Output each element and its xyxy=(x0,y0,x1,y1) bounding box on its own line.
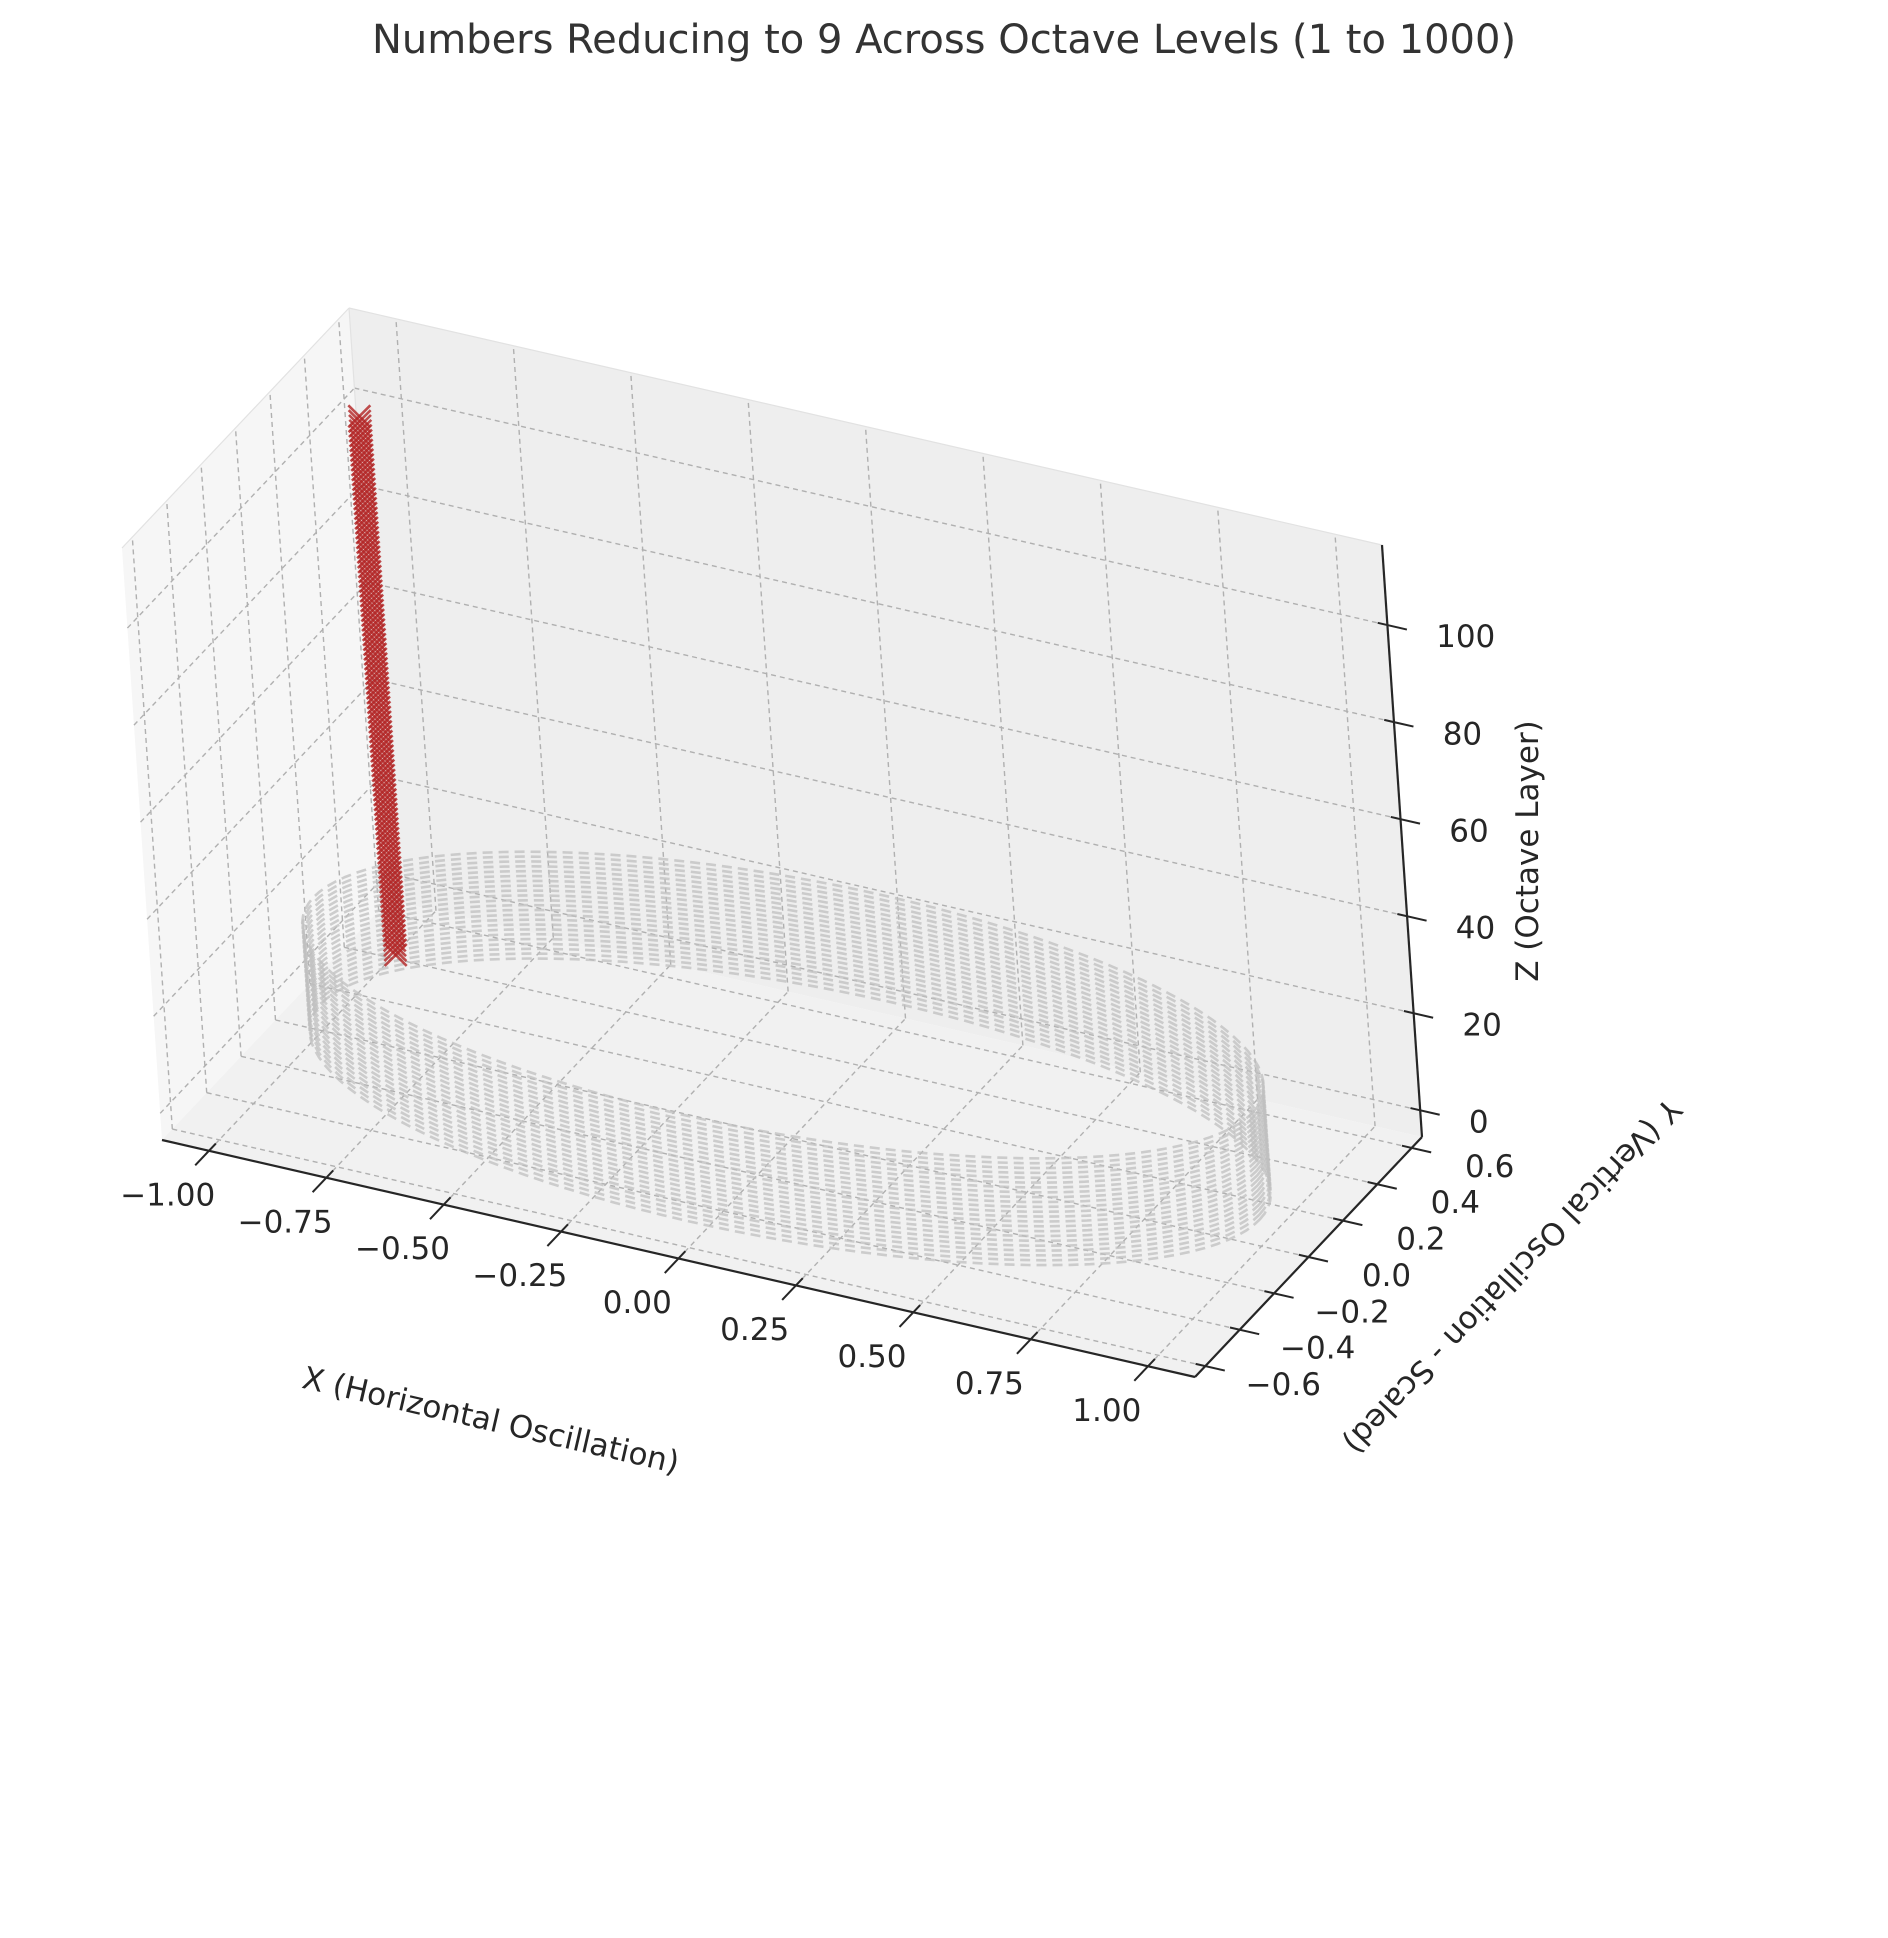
marker-column xyxy=(347,404,408,967)
pane-edge xyxy=(348,307,1383,546)
x-tick-label: −0.50 xyxy=(355,1231,450,1267)
x-tick-label: −0.25 xyxy=(472,1258,567,1294)
grid-line-z-side xyxy=(153,775,382,1017)
z-tick-tick xyxy=(1377,621,1408,631)
z-tick-tick xyxy=(1410,1107,1440,1116)
x-tick-tick xyxy=(1133,1358,1156,1382)
x-tick-tick xyxy=(194,1142,217,1166)
x-tick-label: 0.00 xyxy=(603,1285,672,1321)
grid-line-y-floor xyxy=(378,910,1412,1149)
grid-line-z-back xyxy=(373,678,1408,917)
z-axis-line xyxy=(1380,544,1424,1138)
y-tick-label: 0.0 xyxy=(1362,1258,1411,1294)
marker-x xyxy=(347,409,372,434)
x-tick-label: 0.50 xyxy=(837,1339,906,1375)
x-tick-label: −0.75 xyxy=(238,1204,333,1240)
marker-x xyxy=(348,414,372,438)
pane-edge xyxy=(121,307,350,549)
grid-line-z-back xyxy=(380,775,1414,1014)
y-tick-label: −0.6 xyxy=(1246,1367,1321,1403)
y-tick-label: −0.4 xyxy=(1280,1331,1355,1367)
grid-line-z-back xyxy=(360,484,1395,723)
y-tick-tick xyxy=(1401,1144,1432,1154)
x-tick-label: 0.75 xyxy=(955,1366,1024,1402)
z-tick-label: 100 xyxy=(1436,619,1495,655)
z-tick-label: 20 xyxy=(1462,1007,1501,1043)
grid-line-z-back xyxy=(354,387,1388,626)
y-tick-label: 0.2 xyxy=(1396,1222,1445,1258)
x-axis-label: X (Horizontal Oscillation) xyxy=(299,1360,683,1481)
grid-line-y-floor xyxy=(206,1092,1240,1331)
y-tick-tick xyxy=(1332,1217,1363,1227)
grid-line-y-floor xyxy=(309,982,1344,1222)
grid-line-x-floor xyxy=(677,1018,907,1259)
z-tick-tick xyxy=(1403,1010,1434,1019)
grid-line-y-floor xyxy=(172,1128,1206,1367)
z-tick-label: 60 xyxy=(1449,813,1488,849)
z-tick-label: 80 xyxy=(1443,716,1482,752)
grid-line-z-side xyxy=(146,678,375,920)
x-tick-tick xyxy=(546,1223,569,1247)
grid-line-z-side xyxy=(159,872,388,1114)
y-tick-tick xyxy=(1367,1181,1398,1190)
x-tick-label: −1.00 xyxy=(120,1177,215,1213)
z-tick-label: 40 xyxy=(1456,910,1495,946)
x-tick-tick xyxy=(311,1169,334,1193)
back-pane xyxy=(349,308,1422,1137)
x-tick-tick xyxy=(429,1196,452,1220)
y-tick-label: 0.4 xyxy=(1431,1185,1480,1221)
tick-labels: −1.00−0.75−0.50−0.250.000.250.500.751.00… xyxy=(120,619,1514,1429)
y-tick-tick xyxy=(1195,1362,1226,1372)
z-tick-tick xyxy=(1383,718,1414,728)
z-tick-tick xyxy=(1390,815,1421,825)
z-tick-label: 0 xyxy=(1469,1105,1489,1141)
x-tick-label: 0.25 xyxy=(720,1312,789,1348)
y-tick-label: −0.2 xyxy=(1314,1294,1389,1330)
grid-line-z-side xyxy=(126,387,355,629)
z-tick-tick xyxy=(1397,913,1427,922)
x-tick-tick xyxy=(664,1250,687,1274)
y-tick-label: 0.6 xyxy=(1465,1149,1514,1185)
grid-line-z-side xyxy=(140,581,369,823)
y-tick-tick xyxy=(1229,1326,1260,1336)
z-axis-label: Z (Octave Layer) xyxy=(1510,720,1546,982)
y-tick-tick xyxy=(1264,1290,1294,1299)
grid-line-z-side xyxy=(133,484,362,726)
x-tick-tick xyxy=(781,1277,804,1301)
x-tick-label: 1.00 xyxy=(1072,1393,1141,1429)
y-tick-tick xyxy=(1298,1253,1329,1263)
x-tick-tick xyxy=(898,1304,921,1328)
chart-title: Numbers Reducing to 9 Across Octave Leve… xyxy=(372,17,1516,63)
grid-line-z-back xyxy=(367,581,1401,820)
x-tick-tick xyxy=(1016,1331,1039,1355)
marker-x xyxy=(347,404,372,429)
axes xyxy=(161,544,1440,1382)
grid-line-x-floor xyxy=(912,1071,1141,1313)
